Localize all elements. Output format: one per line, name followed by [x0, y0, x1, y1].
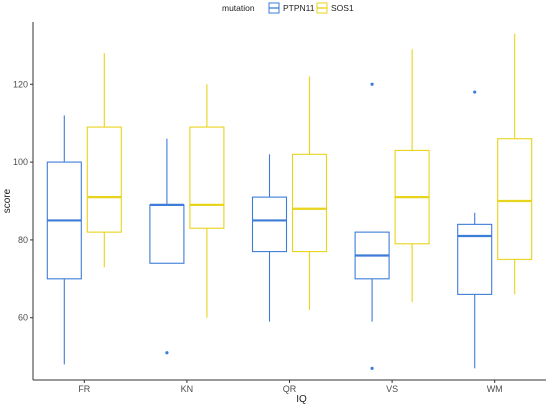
y-tick-label: 80: [18, 235, 28, 245]
box-SOS1-KN: [189, 84, 225, 318]
box-PTPN11-VS: [354, 82, 390, 370]
x-tick-label: FR: [78, 384, 90, 394]
y-tick-label: 120: [13, 79, 28, 89]
outlier-point: [370, 82, 374, 86]
box-iqr: [86, 126, 122, 233]
legend: mutation PTPN11 SOS1: [222, 2, 354, 14]
axes: 60 80 100 120 FR KN QR VS WM: [13, 22, 546, 394]
legend-title: mutation: [222, 3, 255, 13]
outlier-point: [473, 90, 477, 94]
x-axis-title: IQ: [296, 394, 307, 405]
box-PTPN11-WM: [457, 90, 493, 369]
legend-item-PTPN11: PTPN11: [268, 2, 315, 14]
x-tick-label: WM: [487, 384, 503, 394]
box-PTPN11-FR: [46, 115, 82, 365]
plot-area: [46, 33, 533, 370]
box-iqr: [497, 138, 533, 260]
x-tick-label: VS: [386, 384, 398, 394]
box-iqr: [189, 126, 225, 229]
x-tick-label: QR: [283, 384, 297, 394]
legend-label: SOS1: [331, 3, 354, 13]
box-iqr: [251, 196, 288, 253]
legend-item-SOS1: SOS1: [316, 2, 354, 14]
outlier-point: [370, 366, 374, 370]
box-SOS1-FR: [86, 53, 122, 268]
y-axis-title: score: [2, 188, 13, 213]
box-PTPN11-KN: [149, 138, 185, 355]
box-SOS1-QR: [291, 76, 328, 310]
y-tick-label: 60: [18, 313, 28, 323]
box-iqr: [291, 153, 328, 253]
x-tick-label: KN: [181, 384, 194, 394]
legend-label: PTPN11: [283, 3, 315, 13]
box-iqr: [457, 223, 493, 295]
box-SOS1-WM: [497, 33, 533, 295]
y-tick-label: 100: [13, 157, 28, 167]
outlier-point: [165, 351, 169, 355]
box-SOS1-VS: [394, 49, 430, 303]
box-iqr: [149, 204, 185, 264]
box-PTPN11-QR: [251, 154, 288, 322]
